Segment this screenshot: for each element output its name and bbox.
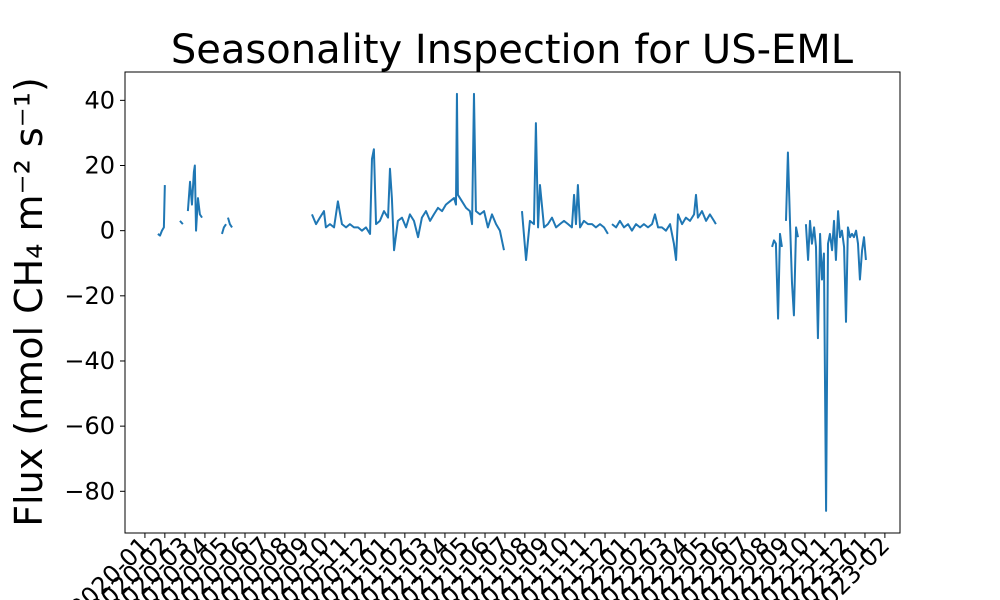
y-tick-label: −80: [64, 477, 115, 505]
y-tick-label: 20: [84, 152, 115, 180]
y-axis-label: Flux (nmol CH₄ m⁻² s⁻¹): [7, 77, 51, 527]
plot-frame: [124, 71, 901, 534]
y-tick-label: 0: [100, 217, 115, 245]
chart-title: Seasonality Inspection for US-EML: [171, 27, 854, 73]
y-tick-label: −40: [64, 347, 115, 375]
y-tick-label: −60: [64, 412, 115, 440]
data-line: [157, 92, 867, 512]
y-tick-label: 40: [84, 86, 115, 114]
y-tick-label: −20: [64, 282, 115, 310]
